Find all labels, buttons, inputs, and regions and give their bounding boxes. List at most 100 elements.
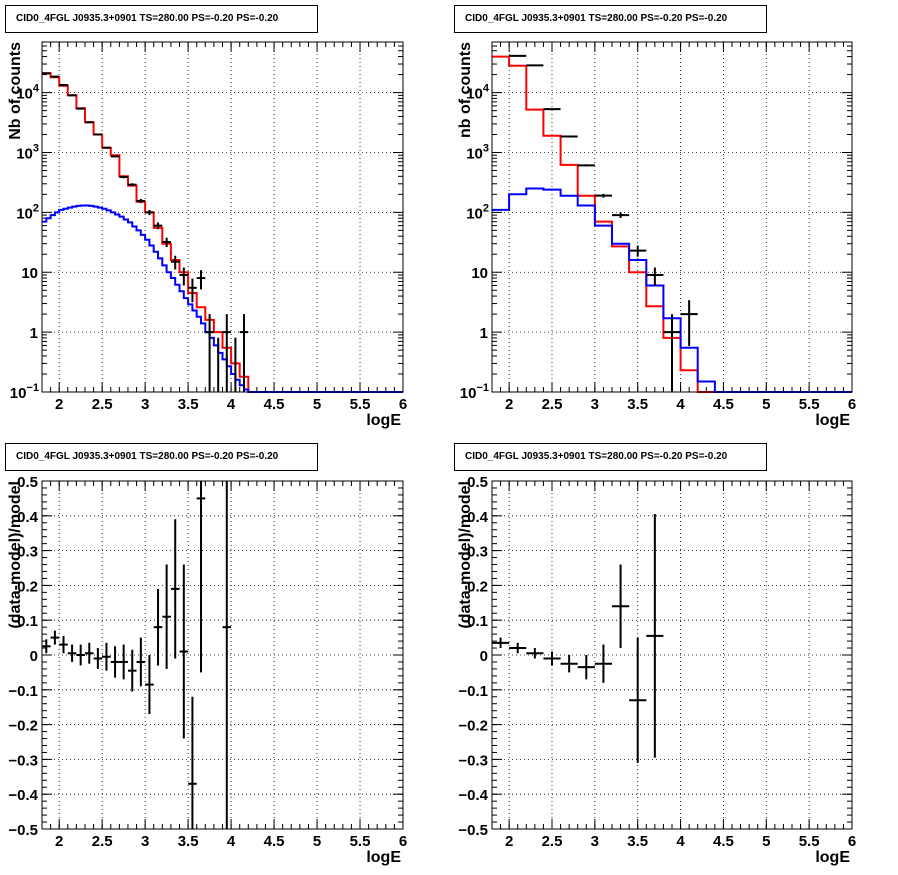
plot-frame — [41, 480, 404, 830]
x-tick-label: 2 — [55, 833, 63, 850]
x-tick-label: 3.5 — [627, 833, 648, 850]
data-point — [663, 314, 681, 392]
data-points — [42, 481, 232, 829]
data-point — [153, 222, 163, 230]
data-points — [42, 72, 249, 392]
y-tick-label: 10−1 — [10, 382, 39, 402]
y-tick-label: 0 — [30, 648, 38, 665]
data-point — [594, 644, 612, 683]
y-tick-label: 10−1 — [460, 382, 489, 402]
data-point — [560, 135, 578, 138]
data-point — [93, 133, 103, 136]
y-axis-title: Nb of counts — [7, 42, 24, 140]
y-tick-label: −0.2 — [8, 718, 38, 735]
data-point — [543, 108, 561, 111]
model-source-histogram — [492, 187, 852, 393]
y-tick-label: 0.2 — [17, 578, 38, 595]
y-tick-label: −0.1 — [8, 683, 38, 700]
data-point — [42, 639, 51, 654]
data-points — [492, 514, 664, 763]
x-tick-label: 2.5 — [92, 396, 113, 413]
data-point — [188, 278, 197, 303]
x-tick-label: 5.5 — [350, 396, 371, 413]
x-tick-label: 2 — [505, 396, 513, 413]
data-point — [612, 212, 630, 218]
x-tick-label: 2.5 — [542, 396, 563, 413]
data-point — [162, 237, 171, 248]
plot-frame — [491, 480, 853, 830]
data-point — [680, 300, 698, 347]
x-axis-title: logE — [815, 849, 850, 866]
pad-title-residuals-right: CID0_4FGL J0935.3+0901 TS=280.00 PS=-0.2… — [454, 443, 767, 471]
y-tick-label: −0.2 — [458, 718, 488, 735]
y-tick-label: 103 — [466, 142, 489, 162]
data-point — [646, 267, 664, 286]
model-total-histogram — [42, 72, 403, 393]
data-point — [205, 314, 214, 392]
chart-panel-1: 2 2.5 3 3.5 4 4.5 5 5.5 6 10−1 1 10 102 103 104 logE Nb … — [7, 41, 407, 429]
x-tick-label: 6 — [848, 396, 856, 413]
chart-panel-4: 2 2.5 3 3.5 4 4.5 5 5.5 6 −0.5 −0.4 −0.3 −0.2 −0.1 0 0.… — [457, 474, 856, 866]
x-tick-label: 5.5 — [799, 833, 820, 850]
data-point — [594, 193, 612, 198]
data-point — [560, 655, 578, 673]
y-tick-label: 0.3 — [467, 544, 488, 561]
x-tick-label: 3.5 — [178, 833, 199, 850]
data-point — [196, 481, 206, 673]
data-points — [509, 54, 698, 392]
data-point — [50, 630, 60, 645]
data-point — [76, 107, 85, 110]
data-point — [102, 642, 111, 671]
data-point — [59, 635, 68, 654]
data-point — [102, 146, 111, 149]
x-tick-label: 4.5 — [264, 833, 285, 850]
x-tick-label: 5 — [762, 833, 770, 850]
pad-title-residuals-left: CID0_4FGL J0935.3+0901 TS=280.00 PS=-0.2… — [5, 443, 318, 471]
x-tick-label: 3 — [591, 396, 599, 413]
chart-panel-3: 2 2.5 3 3.5 4 4.5 5 5.5 6 −0.5 −0.4 −0.3 −0.2 −0.1 0 0.… — [7, 474, 407, 866]
x-tick-label: 3 — [141, 833, 149, 850]
x-tick-label: 5.5 — [350, 833, 371, 850]
y-tick-label: 0.3 — [17, 544, 38, 561]
y-tick-label: 10 — [21, 265, 38, 282]
data-point — [127, 649, 137, 692]
chart-panel-2: 2 2.5 3 3.5 4 4.5 5 5.5 6 10−1 1 10 102 103 104 logE nb … — [457, 41, 856, 429]
y-tick-label: 1 — [30, 325, 38, 342]
y-axis-title: (data-model)/model — [457, 481, 474, 629]
y-tick-label: 0.1 — [467, 613, 488, 630]
data-point — [145, 655, 154, 715]
x-tick-label: 2.5 — [92, 833, 113, 850]
y-tick-label: 0.4 — [467, 509, 489, 526]
data-point — [136, 198, 146, 204]
x-tick-label: 4.5 — [713, 396, 734, 413]
x-tick-label: 6 — [399, 396, 407, 413]
x-tick-label: 5 — [762, 396, 770, 413]
x-tick-label: 6 — [848, 833, 856, 850]
data-point — [67, 94, 77, 97]
y-tick-label: 0.2 — [467, 578, 488, 595]
y-tick-label: 10 — [471, 265, 488, 282]
data-point — [110, 155, 120, 158]
data-point — [76, 644, 85, 666]
data-point — [67, 644, 77, 662]
model-source-histogram — [42, 204, 403, 393]
x-tick-label: 4.5 — [713, 833, 734, 850]
data-point — [222, 314, 232, 392]
data-point — [153, 588, 163, 666]
y-axis-title: (data-model)/model — [7, 481, 24, 629]
x-tick-label: 4 — [227, 833, 236, 850]
x-axis-title: logE — [366, 412, 401, 429]
y-axis-title: nb of counts — [457, 42, 474, 138]
x-tick-label: 4 — [227, 396, 236, 413]
x-axis-title: logE — [815, 412, 850, 429]
data-point — [119, 175, 128, 179]
data-point — [119, 644, 128, 680]
data-point — [84, 642, 94, 664]
data-point — [646, 514, 664, 758]
y-tick-label: 104 — [16, 83, 40, 103]
plot-frame — [491, 41, 853, 393]
data-point — [162, 564, 171, 669]
x-tick-label: 2 — [505, 833, 513, 850]
pad-title-counts-right: CID0_4FGL J0935.3+0901 TS=280.00 PS=-0.2… — [454, 5, 767, 33]
data-point — [577, 164, 595, 167]
